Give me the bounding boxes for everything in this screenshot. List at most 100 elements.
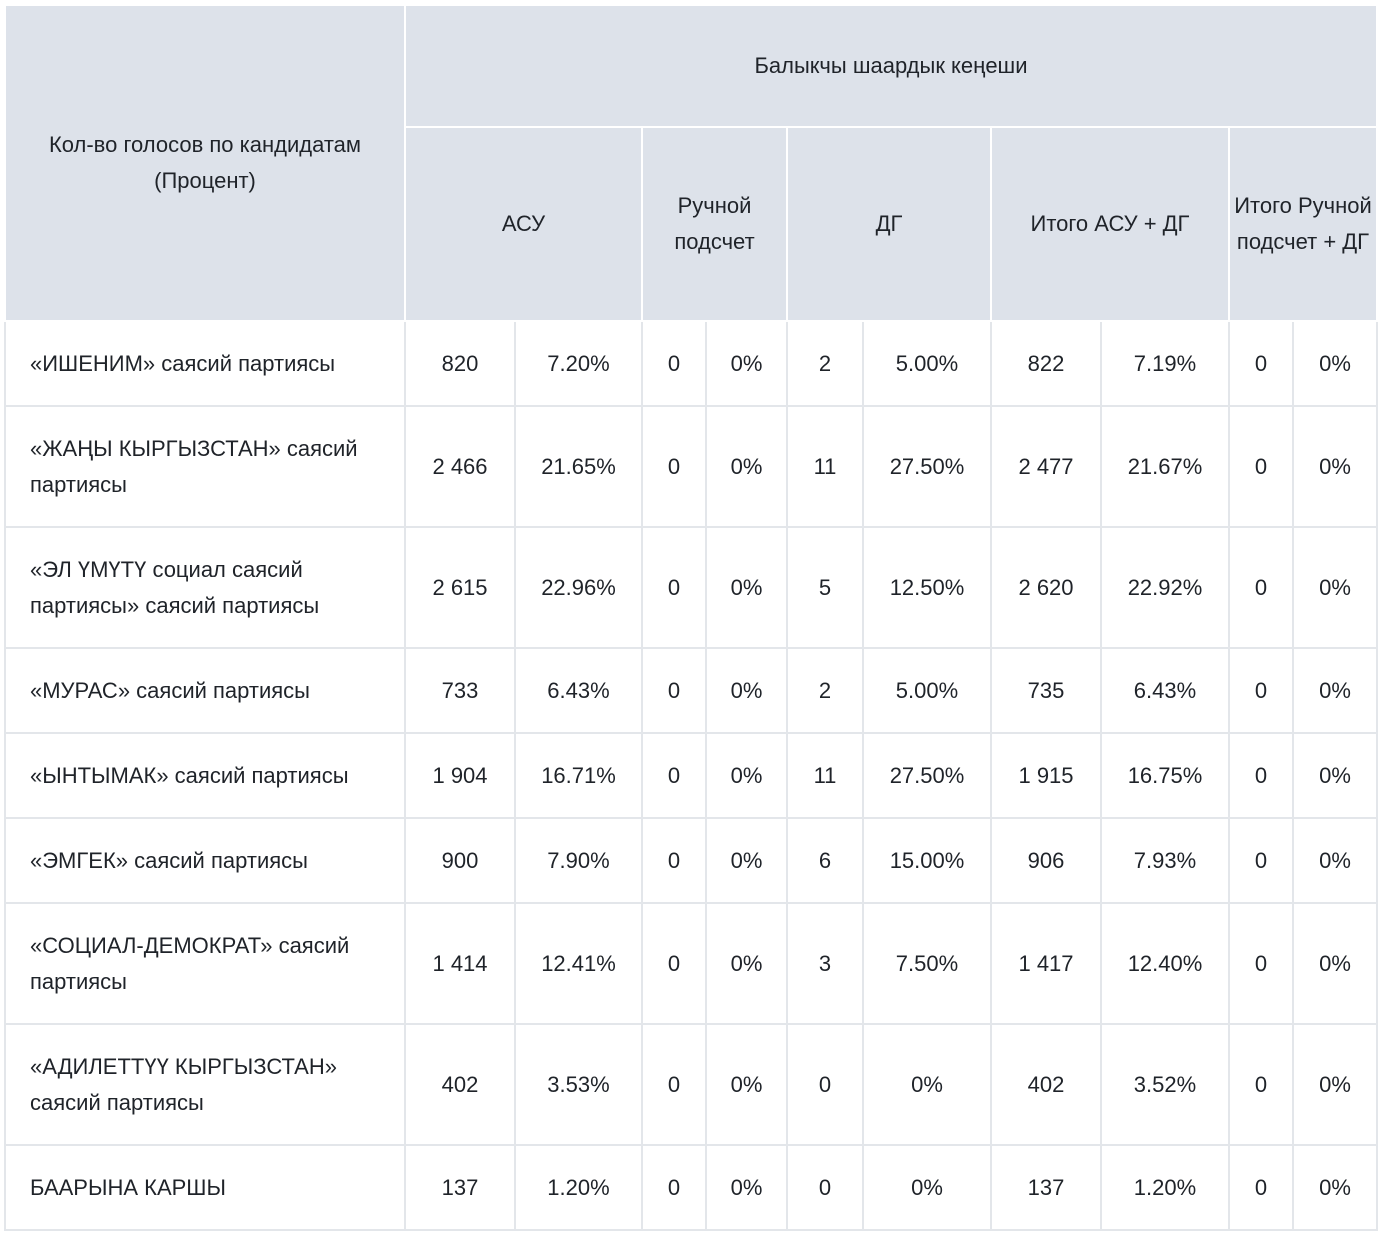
asu-percent-cell: 12.41% bbox=[514, 902, 643, 1025]
total-manual-dg-percent-cell: 0% bbox=[1292, 320, 1378, 407]
manual-percent-cell: 0% bbox=[705, 405, 788, 528]
table-row: «ИШЕНИМ» саясий партиясы 820 7.20% 0 0% 2 5.00… bbox=[4, 320, 1378, 407]
asu-votes-cell: 1 904 bbox=[404, 732, 516, 819]
party-name-cell: «АДИЛЕТТҮҮ КЫРГЫЗСТАН» саясий партиясы bbox=[4, 1023, 406, 1146]
sub-header-total-asu-dg: Итого АСУ + ДГ bbox=[990, 126, 1230, 322]
dg-percent-cell: 0% bbox=[862, 1144, 992, 1231]
total-asu-dg-percent-cell: 21.67% bbox=[1100, 405, 1230, 528]
asu-percent-cell: 1.20% bbox=[514, 1144, 643, 1231]
total-manual-dg-percent-cell: 0% bbox=[1292, 405, 1378, 528]
sub-header-row: АСУ Ручной подсчет ДГ Итого АСУ + ДГ Ито… bbox=[5, 126, 1378, 322]
party-name-cell: «ЫНТЫМАК» саясий партиясы bbox=[4, 732, 406, 819]
dg-votes-cell: 2 bbox=[786, 320, 864, 407]
dg-percent-cell: 7.50% bbox=[862, 902, 992, 1025]
total-manual-dg-votes-cell: 0 bbox=[1228, 1023, 1294, 1146]
party-name-cell: «МУРАС» саясий партиясы bbox=[4, 647, 406, 734]
table-header: Кол-во голосов по кандидатам (Процент) Б… bbox=[4, 4, 1378, 322]
table-row: «ЭЛ ҮМҮТҮ социал саясий партиясы» саясий… bbox=[4, 526, 1378, 649]
group-header: Балыкчы шаардык кеңеши bbox=[404, 4, 1378, 128]
manual-votes-cell: 0 bbox=[641, 526, 707, 649]
total-asu-dg-votes-cell: 137 bbox=[990, 1144, 1102, 1231]
manual-percent-cell: 0% bbox=[705, 647, 788, 734]
sub-header-dg: ДГ bbox=[786, 126, 992, 322]
party-name-cell: «ИШЕНИМ» саясий партиясы bbox=[4, 320, 406, 407]
total-manual-dg-votes-cell: 0 bbox=[1228, 526, 1294, 649]
table-body: «ИШЕНИМ» саясий партиясы 820 7.20% 0 0% 2 5.00… bbox=[4, 320, 1378, 1231]
table-row: «СОЦИАЛ-ДЕМОКРАТ» саясий партиясы 1 414 12… bbox=[4, 902, 1378, 1025]
total-manual-dg-percent-cell: 0% bbox=[1292, 902, 1378, 1025]
manual-votes-cell: 0 bbox=[641, 647, 707, 734]
sub-header-total-manual-dg: Итого Ручной подсчет + ДГ bbox=[1228, 126, 1378, 322]
total-asu-dg-percent-cell: 1.20% bbox=[1100, 1144, 1230, 1231]
total-asu-dg-votes-cell: 906 bbox=[990, 817, 1102, 904]
total-manual-dg-votes-cell: 0 bbox=[1228, 405, 1294, 528]
total-asu-dg-votes-cell: 402 bbox=[990, 1023, 1102, 1146]
total-asu-dg-percent-cell: 16.75% bbox=[1100, 732, 1230, 819]
dg-votes-cell: 11 bbox=[786, 405, 864, 528]
asu-percent-cell: 6.43% bbox=[514, 647, 643, 734]
total-asu-dg-percent-cell: 3.52% bbox=[1100, 1023, 1230, 1146]
asu-percent-cell: 7.20% bbox=[514, 320, 643, 407]
manual-votes-cell: 0 bbox=[641, 320, 707, 407]
total-asu-dg-votes-cell: 735 bbox=[990, 647, 1102, 734]
total-asu-dg-votes-cell: 1 915 bbox=[990, 732, 1102, 819]
dg-percent-cell: 0% bbox=[862, 1023, 992, 1146]
total-manual-dg-votes-cell: 0 bbox=[1228, 732, 1294, 819]
asu-votes-cell: 137 bbox=[404, 1144, 516, 1231]
party-name-cell: «ЖАҢЫ КЫРГЫЗСТАН» саясий партиясы bbox=[4, 405, 406, 528]
total-asu-dg-percent-cell: 6.43% bbox=[1100, 647, 1230, 734]
total-manual-dg-percent-cell: 0% bbox=[1292, 526, 1378, 649]
total-manual-dg-percent-cell: 0% bbox=[1292, 1023, 1378, 1146]
total-manual-dg-votes-cell: 0 bbox=[1228, 902, 1294, 1025]
manual-votes-cell: 0 bbox=[641, 732, 707, 819]
asu-votes-cell: 900 bbox=[404, 817, 516, 904]
dg-votes-cell: 2 bbox=[786, 647, 864, 734]
table-row: БААРЫНА КАРШЫ 137 1.20% 0 0% 0 0% 137 1.20% 0 0% bbox=[4, 1144, 1378, 1231]
asu-percent-cell: 16.71% bbox=[514, 732, 643, 819]
total-asu-dg-votes-cell: 2 477 bbox=[990, 405, 1102, 528]
party-name-cell: «ЭЛ ҮМҮТҮ социал саясий партиясы» саясий… bbox=[4, 526, 406, 649]
manual-percent-cell: 0% bbox=[705, 732, 788, 819]
results-table: Кол-во голосов по кандидатам (Процент) Б… bbox=[4, 4, 1378, 1231]
total-asu-dg-votes-cell: 822 bbox=[990, 320, 1102, 407]
asu-votes-cell: 402 bbox=[404, 1023, 516, 1146]
total-asu-dg-percent-cell: 7.19% bbox=[1100, 320, 1230, 407]
dg-votes-cell: 3 bbox=[786, 902, 864, 1025]
total-manual-dg-percent-cell: 0% bbox=[1292, 1144, 1378, 1231]
sub-header-manual-count: Ручной подсчет bbox=[641, 126, 788, 322]
table-row: «АДИЛЕТТҮҮ КЫРГЫЗСТАН» саясий партиясы 40… bbox=[4, 1023, 1378, 1146]
dg-votes-cell: 6 bbox=[786, 817, 864, 904]
total-asu-dg-percent-cell: 22.92% bbox=[1100, 526, 1230, 649]
table-row: «МУРАС» саясий партиясы 733 6.43% 0 0% 2 5.00%… bbox=[4, 647, 1378, 734]
manual-votes-cell: 0 bbox=[641, 405, 707, 528]
manual-votes-cell: 0 bbox=[641, 902, 707, 1025]
asu-votes-cell: 2 466 bbox=[404, 405, 516, 528]
party-name-cell: «СОЦИАЛ-ДЕМОКРАТ» саясий партиясы bbox=[4, 902, 406, 1025]
asu-percent-cell: 3.53% bbox=[514, 1023, 643, 1146]
manual-votes-cell: 0 bbox=[641, 1023, 707, 1146]
dg-votes-cell: 11 bbox=[786, 732, 864, 819]
asu-votes-cell: 1 414 bbox=[404, 902, 516, 1025]
asu-votes-cell: 820 bbox=[404, 320, 516, 407]
manual-votes-cell: 0 bbox=[641, 1144, 707, 1231]
dg-votes-cell: 0 bbox=[786, 1144, 864, 1231]
asu-percent-cell: 21.65% bbox=[514, 405, 643, 528]
total-manual-dg-votes-cell: 0 bbox=[1228, 320, 1294, 407]
dg-percent-cell: 27.50% bbox=[862, 405, 992, 528]
corner-header: Кол-во голосов по кандидатам (Процент) bbox=[4, 4, 406, 322]
asu-votes-cell: 2 615 bbox=[404, 526, 516, 649]
manual-percent-cell: 0% bbox=[705, 320, 788, 407]
total-manual-dg-votes-cell: 0 bbox=[1228, 817, 1294, 904]
party-name-cell: «ЭМГЕК» саясий партиясы bbox=[4, 817, 406, 904]
manual-percent-cell: 0% bbox=[705, 1023, 788, 1146]
manual-percent-cell: 0% bbox=[705, 817, 788, 904]
manual-percent-cell: 0% bbox=[705, 902, 788, 1025]
total-manual-dg-percent-cell: 0% bbox=[1292, 732, 1378, 819]
dg-percent-cell: 15.00% bbox=[862, 817, 992, 904]
asu-votes-cell: 733 bbox=[404, 647, 516, 734]
total-asu-dg-votes-cell: 1 417 bbox=[990, 902, 1102, 1025]
party-name-cell: БААРЫНА КАРШЫ bbox=[4, 1144, 406, 1231]
table-row: «ЫНТЫМАК» саясий партиясы 1 904 16.71% 0 0% 1… bbox=[4, 732, 1378, 819]
manual-percent-cell: 0% bbox=[705, 526, 788, 649]
dg-percent-cell: 12.50% bbox=[862, 526, 992, 649]
